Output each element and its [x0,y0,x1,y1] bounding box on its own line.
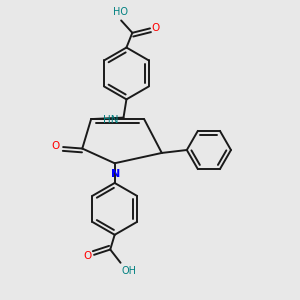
Text: O: O [83,251,92,261]
Text: O: O [51,142,60,152]
Text: N: N [111,169,120,179]
Text: HN: HN [103,115,118,125]
Text: HO: HO [113,7,128,17]
Text: O: O [152,22,160,32]
Text: OH: OH [122,266,136,276]
